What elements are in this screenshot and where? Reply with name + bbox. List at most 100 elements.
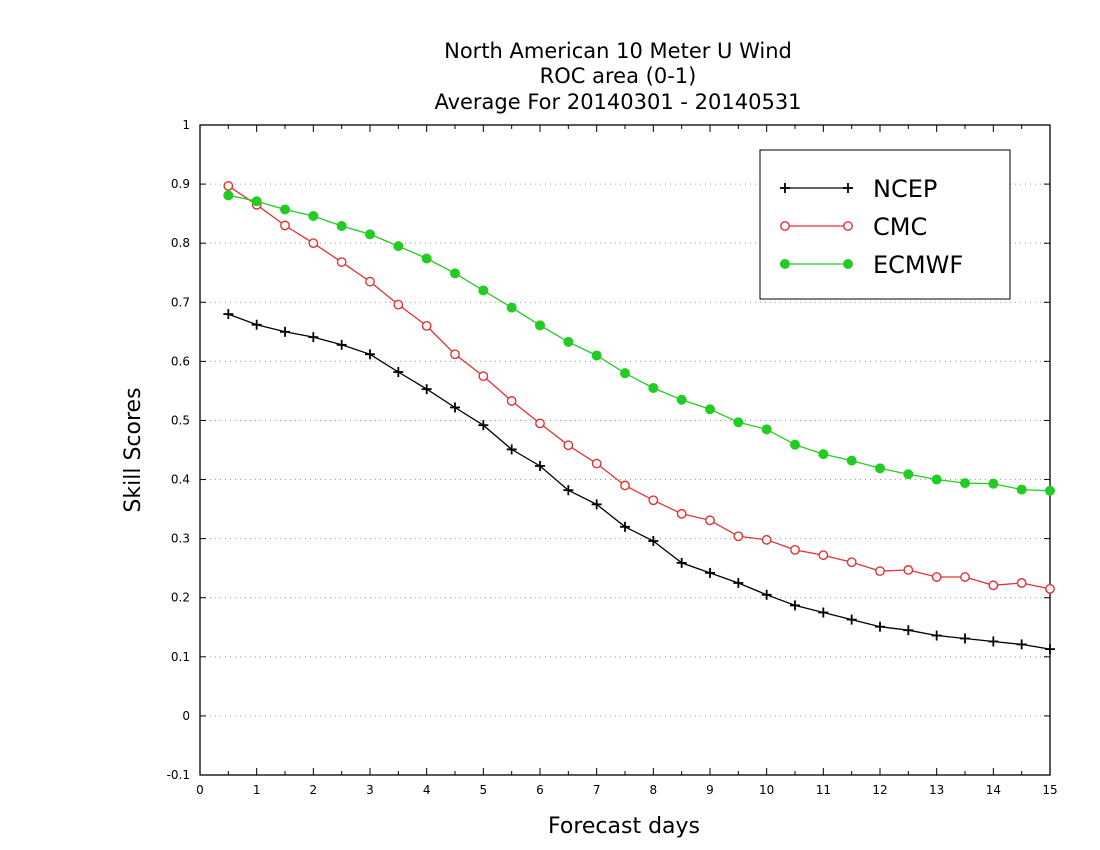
series-group: [223, 180, 1055, 655]
data-point-ncep: [875, 621, 885, 632]
x-tick-label: 11: [816, 783, 831, 797]
x-tick-label: 8: [650, 783, 658, 797]
data-point-ncep: [535, 460, 545, 471]
data-point-ecmwf: [733, 417, 744, 428]
data-point-ecmwf: [506, 302, 517, 313]
data-point-ecmwf: [648, 382, 659, 393]
data-point-ncep: [1045, 644, 1055, 655]
data-point-ncep: [705, 567, 715, 578]
data-point-ncep: [251, 319, 262, 330]
data-point-ncep: [988, 636, 999, 647]
data-point-ecmwf: [535, 320, 545, 331]
data-point-ncep: [960, 633, 970, 644]
data-point-cmc: [478, 371, 489, 382]
data-point-cmc: [903, 565, 914, 575]
data-point-ecmwf: [591, 350, 602, 361]
y-tick-label: 0.9: [171, 177, 190, 191]
y-tick-label: 0.5: [171, 413, 190, 427]
x-tick-label: 15: [1042, 783, 1057, 797]
x-axis-ticks: 0 1 2 3 4 5 6 7 8 9 10 11 12 13 14 15: [196, 125, 1058, 797]
legend: NCEP CMC ECMWF: [759, 149, 1011, 300]
x-tick-label: 1: [253, 783, 261, 797]
data-point-ecmwf: [421, 253, 432, 264]
x-tick-label: 2: [310, 783, 318, 797]
data-point-cmc: [535, 418, 545, 429]
data-point-cmc: [988, 580, 999, 591]
x-tick-label: 9: [706, 783, 714, 797]
data-point-ncep: [790, 600, 800, 611]
legend-item-ncep: NCEP: [780, 175, 937, 203]
data-point-cmc: [506, 396, 517, 406]
data-point-ecmwf: [450, 268, 460, 279]
legend-item-cmc: CMC: [780, 213, 927, 241]
data-point-ecmwf: [280, 204, 290, 215]
series-line-ncep: [228, 313, 1051, 650]
y-axis-ticks: -0.1 0 0.1 0.2 0.3 0.4 0.5 0.6 0.7 0.8 0.9 1: [167, 118, 1050, 782]
x-axis-title: Forecast days: [548, 814, 700, 839]
data-point-cmc: [846, 557, 857, 568]
data-point-ncep: [846, 614, 857, 625]
x-tick-label: 12: [872, 783, 887, 797]
series-ncep: [223, 309, 1055, 655]
x-tick-label: 14: [986, 783, 1001, 797]
x-tick-label: 10: [759, 783, 774, 797]
data-point-ncep: [1016, 639, 1027, 650]
data-point-cmc: [223, 180, 234, 191]
data-point-ncep: [308, 332, 319, 343]
y-tick-label: 0.8: [171, 236, 190, 250]
x-tick-label: 4: [423, 783, 431, 797]
y-tick-label: -0.1: [167, 768, 190, 782]
data-point-ecmwf: [478, 285, 489, 296]
data-point-ecmwf: [903, 469, 914, 480]
data-point-cmc: [365, 276, 375, 287]
data-point-cmc: [308, 238, 319, 249]
series-ecmwf: [223, 190, 1055, 496]
y-tick-label: 0.2: [171, 591, 190, 605]
data-point-ncep: [761, 589, 772, 600]
data-point-cmc: [393, 299, 404, 310]
y-tick-label: 0.4: [171, 473, 190, 487]
data-point-ncep: [421, 384, 432, 395]
data-point-ecmwf: [846, 455, 857, 466]
x-tick-label: 6: [536, 783, 544, 797]
x-tick-label: 3: [366, 783, 374, 797]
chart-title: North American 10 Meter U Wind ROC area …: [434, 39, 801, 114]
data-point-ecmwf: [875, 463, 885, 474]
legend-box: [759, 149, 1011, 300]
data-point-cmc: [705, 515, 715, 526]
data-point-ncep: [903, 625, 914, 636]
data-point-ecmwf: [1045, 485, 1055, 496]
data-point-cmc: [591, 458, 602, 469]
data-point-ecmwf: [931, 474, 942, 485]
x-tick-label: 0: [196, 783, 204, 797]
data-point-ncep: [336, 339, 347, 350]
legend-label-ncep: NCEP: [873, 175, 937, 203]
data-point-ecmwf: [308, 211, 319, 221]
data-point-cmc: [421, 321, 432, 331]
data-point-ncep: [591, 499, 602, 510]
data-point-cmc: [931, 572, 942, 582]
data-point-ncep: [280, 326, 290, 337]
data-point-cmc: [648, 495, 659, 506]
legend-label-ecmwf: ECMWF: [873, 251, 963, 279]
data-point-ecmwf: [818, 449, 829, 460]
y-tick-label: 0: [182, 709, 190, 723]
y-tick-label: 0.1: [171, 650, 190, 664]
data-point-ecmwf: [251, 196, 262, 207]
legend-marker-cmc: [843, 221, 853, 231]
y-axis-title: Skill Scores: [121, 387, 146, 512]
data-point-ncep: [365, 349, 375, 360]
data-point-ecmwf: [960, 478, 970, 489]
data-point-cmc: [563, 440, 574, 451]
grid-lines: [200, 183, 1050, 717]
data-point-ncep: [931, 630, 942, 641]
data-point-cmc: [676, 508, 687, 519]
data-point-ncep: [393, 367, 404, 377]
data-point-ncep: [818, 607, 829, 618]
data-point-ncep: [478, 420, 489, 431]
legend-marker-ncep: [780, 183, 790, 193]
y-tick-label: 1: [182, 118, 190, 132]
data-point-ecmwf: [1016, 484, 1027, 495]
data-point-ecmwf: [563, 336, 574, 347]
data-point-ncep: [620, 521, 630, 532]
